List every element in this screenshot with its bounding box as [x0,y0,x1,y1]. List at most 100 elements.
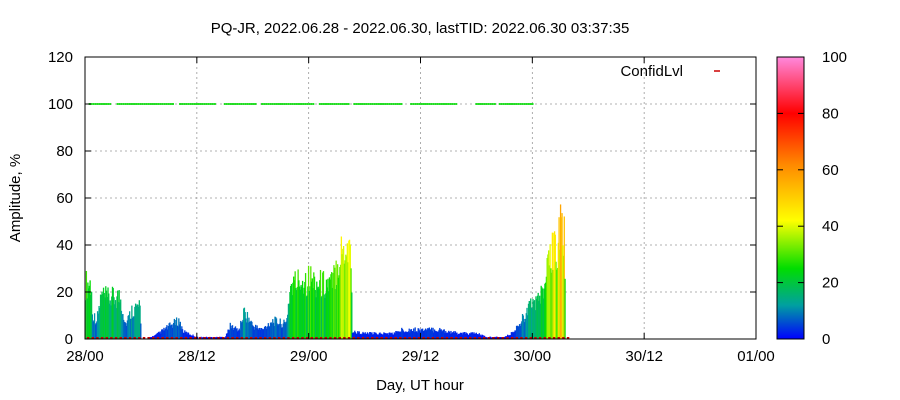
amplitude-bar [361,333,363,339]
amplitude-bar [411,331,413,339]
confidence-point [179,103,182,105]
amplitude-bar [344,260,346,339]
amplitude-bar [181,326,183,339]
confidence-point [359,103,362,105]
confidence-point [489,103,492,105]
baseline-marker [315,337,318,339]
amplitude-bar [304,281,306,339]
amplitude-bar [339,267,341,339]
amplitude-bar [505,335,507,339]
amplitude-bar [226,333,228,339]
baseline-marker [287,337,290,339]
amplitude-bar [398,331,400,339]
confidence-point [414,103,417,105]
amplitude-bar [455,332,457,339]
amplitude-bar [289,291,291,339]
amplitude-bar [449,333,451,339]
baseline-marker [403,337,407,339]
amplitude-bar [263,327,266,339]
amplitude-bar [325,293,327,339]
amplitude-bar [533,301,535,339]
baseline-marker [394,337,397,339]
amplitude-bar [158,332,161,339]
baseline-marker [138,337,141,339]
baseline-marker [389,337,393,339]
baseline-marker [501,337,505,339]
confidence-point [331,103,334,105]
baseline-marker [408,337,411,339]
baseline-marker [119,337,122,339]
baseline-marker [86,337,90,339]
amplitude-bar [347,262,349,339]
baseline-marker [478,337,481,339]
amplitude-bar [537,292,539,339]
amplitude-bar [547,250,550,339]
amplitude-bar [394,333,396,339]
amplitude-bar [515,330,517,339]
confidence-point [491,103,494,105]
amplitude-bar [511,332,513,339]
confidence-point [193,103,196,105]
baseline-marker [459,337,463,339]
amplitude-bar [135,305,137,339]
amplitude-bar [407,331,409,339]
confidence-point [234,103,237,105]
amplitude-bar [372,334,374,339]
amplitude-bar [458,333,460,339]
amplitude-bar [338,275,340,339]
confidence-point [508,103,511,105]
amplitude-bar [378,334,380,339]
amplitude-bar [465,332,467,339]
confidence-point [147,103,150,105]
amplitude-bar [269,327,271,339]
amplitude-bar [140,323,142,339]
amplitude-bar [341,254,343,339]
amplitude-bar [107,287,109,339]
amplitude-bar [550,272,553,339]
amplitude-bar [258,327,261,339]
x-axis-label: Day, UT hour [376,377,464,394]
amplitude-bar [261,329,263,339]
amplitude-bar [238,328,240,339]
baseline-marker [100,337,104,339]
amplitude-bar [137,306,140,339]
amplitude-bar [366,332,369,339]
amplitude-bar [266,326,269,339]
amplitude-bar [126,325,128,339]
amplitude-bar [260,327,263,339]
colorbar-tick-label: 60 [822,162,839,179]
confidence-point [120,103,123,105]
amplitude-bar [134,303,137,339]
amplitude-bar [268,325,270,339]
confidence-point [223,103,226,105]
baseline-marker [441,337,444,339]
amplitude-bar [286,318,288,339]
amplitude-bar [257,328,259,339]
confidence-point [225,103,228,105]
amplitude-bar [363,332,365,339]
confidence-point [207,103,210,105]
amplitude-bar [431,330,433,339]
amplitude-bar [529,301,531,339]
amplitude-bar [236,328,238,339]
amplitude-bar [470,332,472,339]
amplitude-bar [462,332,465,339]
amplitude-bar [562,255,565,339]
confidence-point [248,103,251,105]
amplitude-bar [176,325,179,339]
amplitude-bar [215,337,217,339]
confidence-point [500,103,503,105]
amplitude-bar [342,245,345,339]
amplitude-bar [481,334,483,339]
amplitude-bar [512,331,514,339]
confidence-point [517,103,520,105]
amplitude-bar [278,324,280,339]
amplitude-bar [419,330,421,339]
amplitude-bar [225,336,227,339]
baseline-marker [543,337,547,339]
amplitude-bar [333,265,335,339]
confidence-point [335,103,338,105]
confidence-point [109,103,112,105]
amplitude-bar [495,337,497,339]
amplitude-bar [231,325,234,339]
